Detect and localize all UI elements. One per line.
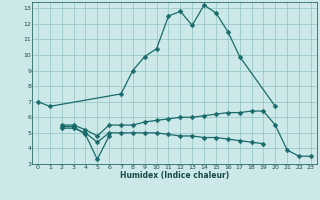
X-axis label: Humidex (Indice chaleur): Humidex (Indice chaleur) bbox=[120, 171, 229, 180]
